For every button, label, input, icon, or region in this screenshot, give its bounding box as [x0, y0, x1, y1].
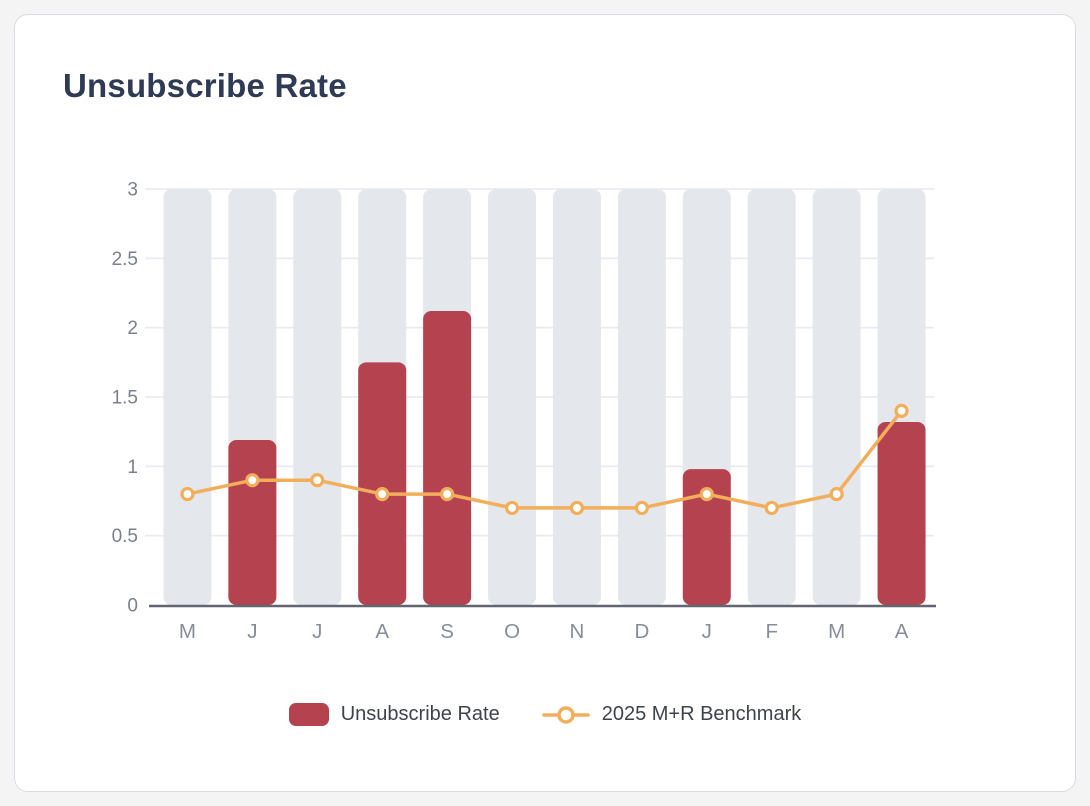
svg-text:N: N [570, 620, 585, 643]
svg-text:M: M [179, 620, 196, 643]
legend-label-benchmark: 2025 M+R Benchmark [601, 703, 802, 725]
svg-text:J: J [247, 620, 257, 643]
bar-series-swatch-icon [288, 703, 329, 726]
svg-text:1.5: 1.5 [112, 388, 138, 409]
svg-text:2: 2 [127, 318, 138, 339]
svg-text:S: S [440, 620, 454, 643]
svg-text:M: M [828, 620, 845, 643]
chart-title: Unsubscribe Rate [63, 67, 347, 104]
svg-text:O: O [504, 620, 520, 643]
line-series-marker-icon [541, 705, 590, 724]
svg-text:0: 0 [127, 596, 138, 617]
legend-label-unsubscribe-rate: Unsubscribe Rate [340, 703, 500, 725]
svg-text:A: A [375, 620, 389, 643]
legend-item-benchmark[interactable]: 2025 M+R Benchmark [541, 703, 802, 726]
svg-text:J: J [702, 620, 712, 643]
legend-item-unsubscribe-rate[interactable]: Unsubscribe Rate [288, 703, 500, 726]
chart-legend: Unsubscribe Rate 2025 M+R Benchmark [15, 703, 1075, 726]
svg-text:3: 3 [127, 180, 138, 201]
svg-text:A: A [895, 620, 909, 643]
svg-text:F: F [765, 620, 778, 643]
svg-text:0.5: 0.5 [112, 526, 138, 547]
svg-text:J: J [312, 620, 322, 643]
chart-card: Unsubscribe Rate 0 0.5 1 1.5 2 2.5 3 M J J A S O N D J F… [14, 14, 1076, 792]
unsubscribe-rate-chart: 0 0.5 1 1.5 2 2.5 3 M J J A S O N D J F M A [112, 180, 936, 643]
svg-text:D: D [634, 620, 649, 643]
svg-text:1: 1 [127, 457, 138, 478]
svg-text:2.5: 2.5 [112, 249, 138, 270]
